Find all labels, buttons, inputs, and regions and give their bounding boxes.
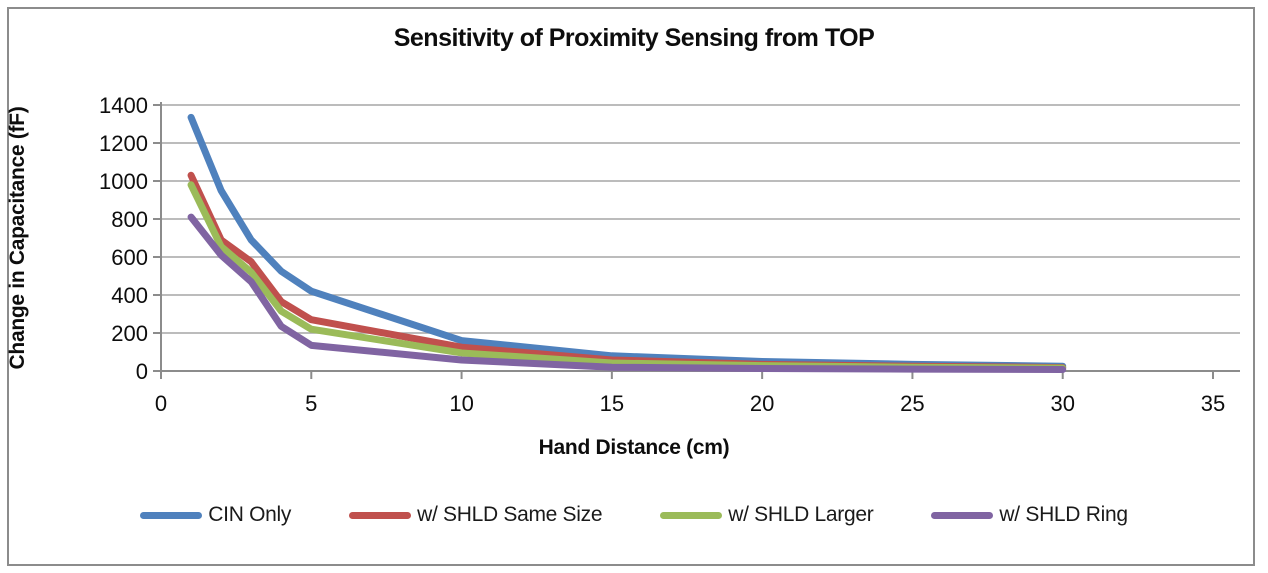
legend-label: w/ SHLD Ring	[999, 503, 1128, 526]
legend-swatch	[140, 511, 203, 519]
legend-label: w/ SHLD Same Size	[417, 503, 603, 526]
x-tick-label: 25	[900, 391, 924, 416]
y-tick-label: 200	[111, 321, 148, 346]
x-tick-label: 15	[600, 391, 624, 416]
y-tick-label: 1400	[99, 93, 148, 118]
legend-item: w/ SHLD Ring	[931, 503, 1128, 527]
y-tick-label: 600	[111, 245, 148, 270]
x-tick-label: 35	[1201, 391, 1225, 416]
legend-label: w/ SHLD Larger	[728, 503, 874, 526]
legend-swatch	[349, 511, 412, 519]
legend-swatch	[660, 511, 723, 519]
x-axis-title: Hand Distance (cm)	[538, 436, 730, 459]
legend-item: CIN Only	[140, 503, 291, 527]
series-line-w-shld-same-size	[187, 171, 1067, 372]
series-line-w-shld-ring	[187, 213, 1067, 373]
x-tick-label: 0	[155, 391, 167, 416]
y-tick-label: 1200	[99, 131, 148, 156]
series-line-w-shld-larger	[187, 181, 1067, 372]
y-tick-label: 1000	[99, 169, 148, 194]
x-tick-label: 10	[449, 391, 473, 416]
y-axis-title-text: Change in Capacitance (fF)	[6, 106, 29, 370]
legend-label: CIN Only	[208, 503, 292, 526]
chart-title: Sensitivity of Proximity Sensing from TO…	[393, 24, 875, 52]
legend-item: w/ SHLD Larger	[660, 503, 874, 527]
y-tick-label: 800	[111, 207, 148, 232]
x-tick-label: 30	[1050, 391, 1074, 416]
x-tick-label: 20	[750, 391, 774, 416]
y-tick-label: 400	[111, 283, 148, 308]
legend-item: w/ SHLD Same Size	[349, 503, 603, 527]
x-tick-label: 5	[305, 391, 317, 416]
chart-frame	[7, 7, 1255, 566]
legend-swatch	[931, 511, 994, 519]
legend: CIN Only w/ SHLD Same Size w/ SHLD Larger w…	[0, 503, 1268, 527]
y-tick-label: 0	[136, 359, 148, 384]
